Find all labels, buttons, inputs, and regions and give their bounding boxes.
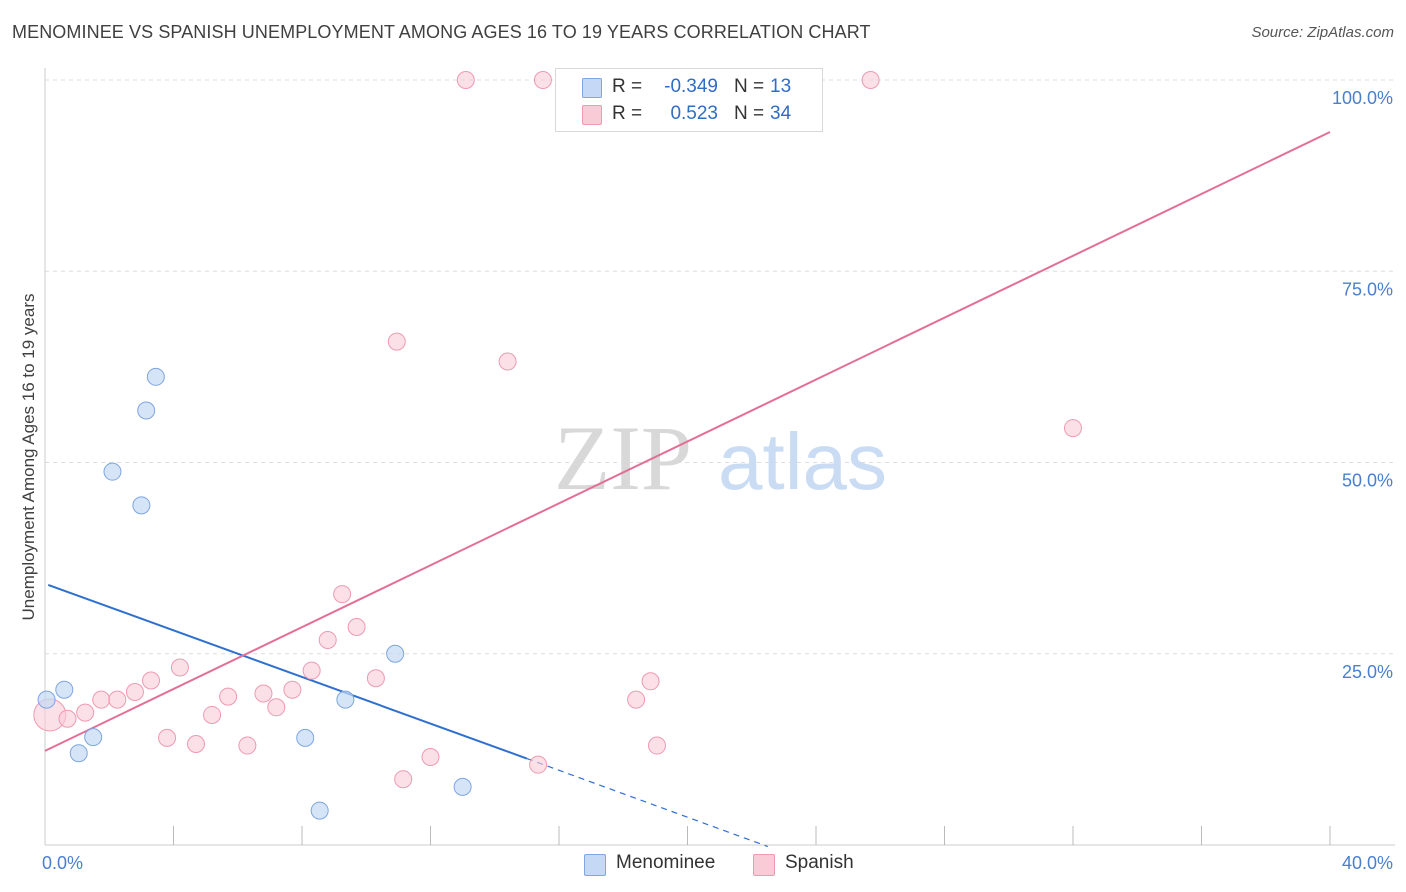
y-tick-label: 100.0% xyxy=(1332,88,1393,108)
spanish-point xyxy=(170,658,189,677)
y-tick-label: 75.0% xyxy=(1342,279,1393,299)
spanish-point xyxy=(203,705,222,724)
x-tick-label: 40.0% xyxy=(1342,853,1393,873)
y-tick-label: 25.0% xyxy=(1342,662,1393,682)
menominee-point xyxy=(386,644,405,663)
menominee-point xyxy=(296,728,315,747)
spanish-point xyxy=(647,736,666,755)
spanish-point xyxy=(186,735,205,754)
menominee-swatch xyxy=(582,78,602,98)
spanish-point xyxy=(641,672,660,691)
spanish-point xyxy=(456,71,475,89)
watermark-zip: ZIP xyxy=(554,407,692,509)
spanish-point xyxy=(267,698,286,717)
chart-title: MENOMINEE VS SPANISH UNEMPLOYMENT AMONG … xyxy=(12,22,871,42)
menominee-trend-extension xyxy=(526,757,769,848)
spanish-point xyxy=(498,352,517,371)
spanish-point xyxy=(347,617,366,636)
spanish-point xyxy=(387,332,406,351)
menominee-point xyxy=(453,777,472,796)
legend-row-spanish: R = 0.523 N = 34 xyxy=(556,100,822,127)
spanish-point xyxy=(254,684,273,703)
n-label: N = xyxy=(734,103,765,124)
menominee-point xyxy=(103,462,122,481)
menominee-point xyxy=(137,401,156,420)
y-tick-label: 50.0% xyxy=(1342,471,1393,491)
menominee-point xyxy=(146,367,165,386)
menominee-point xyxy=(132,496,151,515)
menominee-point xyxy=(336,690,355,709)
n-value: 34 xyxy=(770,103,792,124)
menominee-legend-label: Menominee xyxy=(616,852,716,873)
menominee-trend-line xyxy=(47,583,528,760)
spanish-point xyxy=(861,71,880,89)
spanish-point xyxy=(283,680,302,699)
spanish-point xyxy=(333,585,352,604)
spanish-point xyxy=(1064,419,1082,438)
watermark: ZIP atlas xyxy=(554,407,887,509)
spanish-point xyxy=(318,630,337,649)
spanish-point xyxy=(533,71,552,89)
menominee-point xyxy=(310,801,329,820)
spanish-point xyxy=(219,687,238,706)
x-tick-label: 0.0% xyxy=(42,853,83,873)
r-label: R = xyxy=(612,103,643,124)
spanish-point xyxy=(158,728,177,747)
gridlines xyxy=(45,79,1395,655)
spanish-legend-swatch xyxy=(753,854,775,876)
tick-labels: 25.0% 50.0% 75.0% 100.0% 0.0% 40.0% xyxy=(42,88,1393,873)
spanish-point xyxy=(238,736,257,755)
spanish-point xyxy=(92,690,111,709)
source-label: Source: ZipAtlas.com xyxy=(1251,24,1394,41)
spanish-point xyxy=(58,709,77,728)
menominee-point xyxy=(37,690,56,709)
menominee-point xyxy=(84,728,103,747)
correlation-legend: R = -0.349 N = 13 R = 0.523 N = 34 xyxy=(555,68,823,132)
spanish-point xyxy=(142,671,161,690)
spanish-swatch xyxy=(582,105,602,125)
n-value: 13 xyxy=(770,76,792,97)
spanish-point xyxy=(421,748,440,767)
spanish-point xyxy=(529,755,548,774)
spanish-point xyxy=(366,669,385,688)
spanish-point xyxy=(394,770,413,789)
spanish-point xyxy=(108,690,127,709)
r-value: -0.349 xyxy=(664,76,718,97)
r-value: 0.523 xyxy=(670,103,718,124)
spanish-point xyxy=(125,683,144,701)
watermark-atlas: atlas xyxy=(718,417,887,506)
spanish-point xyxy=(76,703,95,722)
spanish-point xyxy=(627,690,646,709)
trend-lines xyxy=(44,131,1331,848)
n-label: N = xyxy=(734,76,765,97)
spanish-point xyxy=(302,661,321,680)
menominee-point xyxy=(69,744,88,763)
r-label: R = xyxy=(612,76,643,97)
legend-row-menominee: R = -0.349 N = 13 xyxy=(556,73,822,100)
spanish-legend-label: Spanish xyxy=(785,852,854,873)
spanish-trend-line xyxy=(44,131,1331,752)
menominee-legend-swatch xyxy=(584,854,606,876)
menominee-point xyxy=(55,680,74,699)
data-points xyxy=(33,71,1082,820)
